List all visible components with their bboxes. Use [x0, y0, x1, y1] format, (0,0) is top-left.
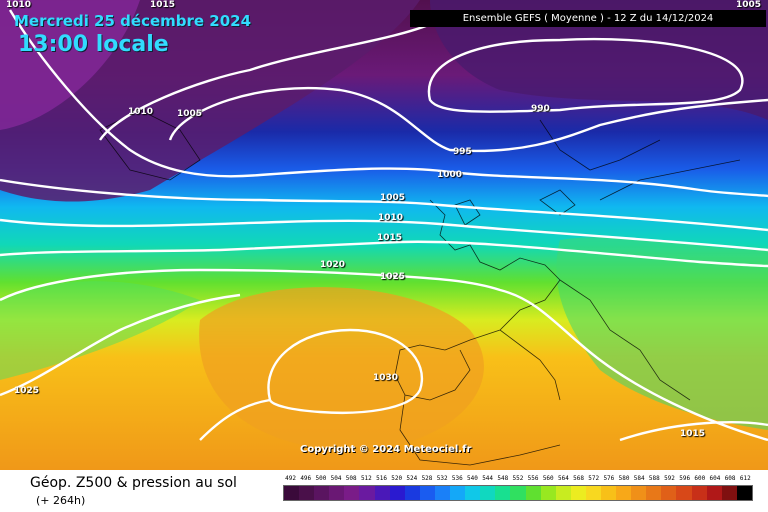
color-scale-legend: 492 496 500 504 508 512 516 520 524 528 532 536 540 5… — [283, 473, 753, 501]
legend-tick-labels: 492 496 500 504 508 512 516 520 524 528 532 536 540 5… — [283, 473, 753, 485]
model-run-banner: Ensemble GEFS ( Moyenne ) - 12 Z du 14/1… — [410, 10, 766, 27]
isobar-label: 1010 — [128, 107, 154, 117]
isobar-label: 1015 — [150, 0, 176, 10]
legend-tick-label: 540 — [467, 475, 478, 482]
legend-swatch — [706, 486, 722, 500]
legend-tick-label: 536 — [451, 475, 463, 482]
map-footer: Géop. Z500 & pression au sol (+ 264h) 49… — [0, 470, 768, 512]
legend-swatch — [540, 486, 556, 500]
legend-swatch — [314, 486, 330, 500]
legend-tick-label: 500 — [315, 475, 327, 482]
legend-swatch — [600, 486, 617, 500]
legend-tick-label: 552 — [512, 475, 524, 482]
legend-swatch — [419, 486, 435, 500]
forecast-local-time: 13:00 locale — [18, 32, 169, 57]
isobar-label: 1005 — [380, 193, 406, 203]
legend-swatch — [374, 486, 390, 500]
legend-tick-label: 596 — [679, 475, 691, 482]
isobar-label: 1005 — [736, 0, 762, 10]
legend-swatch — [465, 486, 481, 500]
legend-swatch — [434, 486, 451, 500]
legend-tick-label: 556 — [527, 475, 539, 482]
legend-tick-label: 568 — [573, 475, 584, 482]
legend-tick-label: 564 — [557, 475, 569, 482]
legend-tick-label: 544 — [482, 475, 494, 482]
legend-swatch — [480, 486, 496, 500]
isobar-label: 1005 — [177, 109, 203, 119]
legend-tick-label: 588 — [648, 475, 660, 482]
legend-swatch — [555, 486, 571, 500]
legend-swatch — [404, 486, 420, 500]
isobar-label: 1025 — [14, 386, 40, 396]
legend-swatch — [691, 486, 707, 500]
isobar-label: 1010 — [378, 213, 404, 223]
legend-tick-label: 584 — [633, 475, 645, 482]
legend-swatch — [661, 486, 677, 500]
isobar-lines — [0, 9, 768, 442]
legend-swatch — [585, 486, 601, 500]
legend-swatch — [450, 486, 466, 500]
legend-tick-label: 524 — [406, 475, 418, 482]
legend-swatch — [631, 486, 647, 500]
legend-tick-label: 504 — [330, 475, 342, 482]
legend-swatch — [646, 486, 662, 500]
legend-swatch — [329, 486, 345, 500]
isobar-label: 1025 — [380, 272, 406, 282]
isobar-label: 995 — [453, 147, 472, 157]
legend-swatch — [616, 486, 632, 500]
legend-tick-label: 528 — [421, 475, 433, 482]
legend-tick-label: 576 — [603, 475, 615, 482]
legend-swatch — [525, 486, 541, 500]
legend-tick-label: 580 — [618, 475, 630, 482]
legend-tick-label: 608 — [724, 475, 736, 482]
legend-tick-label: 572 — [588, 475, 600, 482]
legend-swatch — [389, 486, 405, 500]
legend-tick-label: 604 — [709, 475, 721, 482]
legend-swatch — [570, 486, 586, 500]
isobar-label: 1015 — [680, 429, 706, 439]
isobar-label: 1000 — [437, 170, 463, 180]
legend-swatch — [736, 486, 752, 500]
isobar-label: 1015 — [377, 233, 403, 243]
legend-swatch — [344, 486, 360, 500]
isobar-label: 1020 — [320, 260, 346, 270]
isobar-label: 990 — [531, 104, 550, 114]
legend-swatch — [299, 486, 315, 500]
legend-swatch — [721, 486, 737, 500]
legend-swatch — [495, 486, 511, 500]
weather-map: Mercredi 25 décembre 2024 13:00 locale E… — [0, 0, 768, 470]
legend-tick-label: 592 — [664, 475, 675, 482]
legend-tick-label: 612 — [739, 475, 751, 482]
legend-tick-label: 548 — [497, 475, 509, 482]
geopotential-map-canvas — [0, 0, 768, 470]
legend-swatch — [676, 486, 692, 500]
isobar-label: 1010 — [6, 0, 32, 10]
map-product-title: Géop. Z500 & pression au sol — [30, 475, 237, 491]
coastlines — [99, 109, 741, 466]
legend-color-bar — [283, 485, 753, 501]
legend-tick-label: 516 — [376, 475, 387, 482]
legend-tick-label: 560 — [542, 475, 554, 482]
legend-tick-label: 492 — [285, 475, 296, 482]
legend-tick-label: 512 — [360, 475, 372, 482]
legend-swatch — [284, 486, 300, 500]
legend-tick-label: 508 — [345, 475, 357, 482]
legend-tick-label: 496 — [300, 475, 312, 482]
legend-swatch — [359, 486, 375, 500]
legend-tick-label: 532 — [436, 475, 448, 482]
legend-swatch — [510, 486, 526, 500]
legend-tick-label: 600 — [694, 475, 706, 482]
isobar-label: 1030 — [373, 373, 399, 383]
forecast-range: (+ 264h) — [36, 494, 86, 507]
legend-tick-label: 520 — [391, 475, 403, 482]
forecast-date: Mercredi 25 décembre 2024 — [14, 12, 252, 30]
copyright-notice: Copyright © 2024 Meteociel.fr — [300, 444, 472, 455]
